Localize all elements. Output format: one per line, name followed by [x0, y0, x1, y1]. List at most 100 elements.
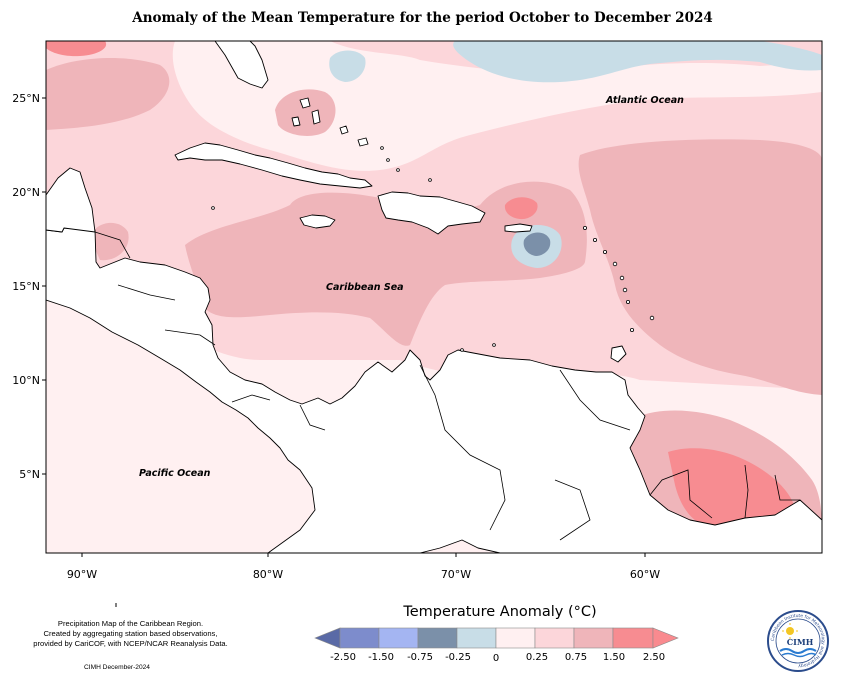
- y-tick-label: 10°N: [12, 374, 40, 387]
- anomaly-field-075-150-caribbean: [185, 181, 587, 346]
- country-border: [554, 479, 591, 541]
- legend-tick-label: -2.50: [330, 652, 356, 663]
- island-dot: [460, 348, 464, 352]
- country-border: [299, 404, 326, 431]
- island-dot: [626, 299, 631, 304]
- island-dot: [380, 146, 384, 150]
- legend-bin: [495, 627, 536, 649]
- legend-tick-label: -1.50: [368, 652, 394, 663]
- yucatan-peninsula: [46, 167, 96, 233]
- legend-bin: [378, 627, 419, 649]
- island-dot: [612, 261, 618, 267]
- y-tick-label: 15°N: [12, 280, 40, 293]
- island-dot: [649, 315, 655, 321]
- wave-icon: [779, 648, 817, 654]
- country-border: [117, 284, 176, 301]
- pacific-ocean-label: Pacific Ocean: [139, 468, 211, 479]
- logo-text: CIMH: [787, 637, 814, 647]
- map-title: Anomaly of the Mean Temperature for the …: [132, 10, 713, 26]
- country-border: [94, 231, 131, 259]
- islands-layer: [211, 146, 655, 352]
- anomaly-field-150-250-nw: [46, 41, 107, 57]
- credit-text: Precipitation Map of the Caribbean Regio…: [8, 619, 253, 649]
- cimh-logo: CIMH Caribbean Institute for Meteorology…: [767, 610, 829, 672]
- anomaly-field-neg-025-0-cuba: [338, 135, 395, 162]
- y-tick-label: 20°N: [12, 186, 40, 199]
- border-layer: [94, 231, 800, 541]
- legend-tick-label: -0.25: [445, 652, 471, 663]
- credit-line: Precipitation Map of the Caribbean Regio…: [57, 619, 204, 628]
- legend-tick-label: 1.50: [603, 652, 625, 663]
- legend-tick-label: 0: [493, 653, 499, 664]
- legend-colorbar: [314, 627, 679, 649]
- island-dot: [428, 178, 432, 182]
- island-dot: [630, 327, 635, 332]
- country-border: [419, 364, 506, 531]
- island-dot: [396, 168, 400, 172]
- country-border: [164, 329, 216, 346]
- legend-bin: [573, 627, 614, 649]
- legend-title: Temperature Anomaly (°C): [403, 604, 597, 620]
- x-tick-label: 80°W: [253, 568, 283, 581]
- island-dot: [603, 249, 608, 254]
- hispaniola: [377, 191, 486, 235]
- x-axis: [81, 553, 646, 557]
- bahamas-island-2: [311, 109, 321, 125]
- bahamas-island-5: [357, 137, 369, 147]
- island-dot: [583, 225, 588, 230]
- trinidad: [610, 345, 627, 363]
- map-frame: [45, 40, 823, 554]
- legend-bin-below: [314, 627, 341, 649]
- bahamas-island-1: [299, 97, 311, 109]
- legend-bin: [612, 627, 654, 649]
- legend-tick-label: -0.75: [407, 652, 433, 663]
- island-dot: [211, 206, 215, 210]
- anomaly-field-150-250-guianas: [668, 448, 795, 527]
- island-dot: [492, 343, 496, 347]
- sun-icon: [786, 627, 794, 635]
- anomaly-field-neg-025-0-fl: [329, 50, 366, 82]
- country-border: [559, 369, 631, 431]
- island-dot: [386, 158, 390, 162]
- jamaica: [299, 214, 336, 229]
- country-border: [774, 474, 800, 501]
- anomaly-field-neg-025-0-atlantic: [453, 41, 822, 83]
- anomaly-field-075-150-bahamas: [275, 89, 336, 136]
- anomaly-field-075-150-atlantic: [578, 139, 822, 395]
- island-dot: [622, 287, 628, 293]
- legend-tick-label: 0.25: [526, 652, 548, 663]
- anomaly-field-075-150-belize: [90, 222, 129, 261]
- legend-bin: [339, 627, 380, 649]
- legend-bin: [534, 627, 575, 649]
- bahamas-island-3: [291, 116, 301, 127]
- legend-bin-above: [652, 627, 679, 649]
- credit-line: Created by aggregating station based obs…: [43, 629, 218, 638]
- anomaly-field-150-250-prnorth: [504, 197, 538, 220]
- y-tick-label: 25°N: [12, 92, 40, 105]
- country-border: [231, 394, 271, 403]
- y-axis: [42, 97, 46, 475]
- legend-tick-label: 0.75: [565, 652, 587, 663]
- country-border: [744, 464, 749, 519]
- legend-bin: [456, 627, 497, 649]
- caribbean-sea-label: Caribbean Sea: [326, 282, 404, 293]
- central-america-land: [46, 227, 822, 553]
- y-tick-label: 5°N: [19, 468, 40, 481]
- x-tick-label: 90°W: [67, 568, 97, 581]
- land-layer: [46, 41, 822, 553]
- island-dot: [593, 237, 598, 242]
- bahamas-island-4: [339, 125, 349, 135]
- credit-line: provided by CariCOF, with NCEP/NCAR Rean…: [33, 639, 228, 648]
- anomaly-field-075-150-west: [46, 58, 170, 130]
- island-dot: [619, 275, 625, 281]
- legend-bin: [417, 627, 458, 649]
- x-tick-label: 60°W: [630, 568, 660, 581]
- puerto-rico: [504, 223, 533, 233]
- date-note: CIMH December-2024: [84, 664, 150, 671]
- atlantic-ocean-label: Atlantic Ocean: [605, 95, 684, 106]
- legend-tick-label: 2.50: [643, 652, 665, 663]
- anomaly-field-neg-075-025-pr: [523, 232, 551, 256]
- x-tick-label: 70°W: [441, 568, 471, 581]
- cuba: [174, 142, 373, 189]
